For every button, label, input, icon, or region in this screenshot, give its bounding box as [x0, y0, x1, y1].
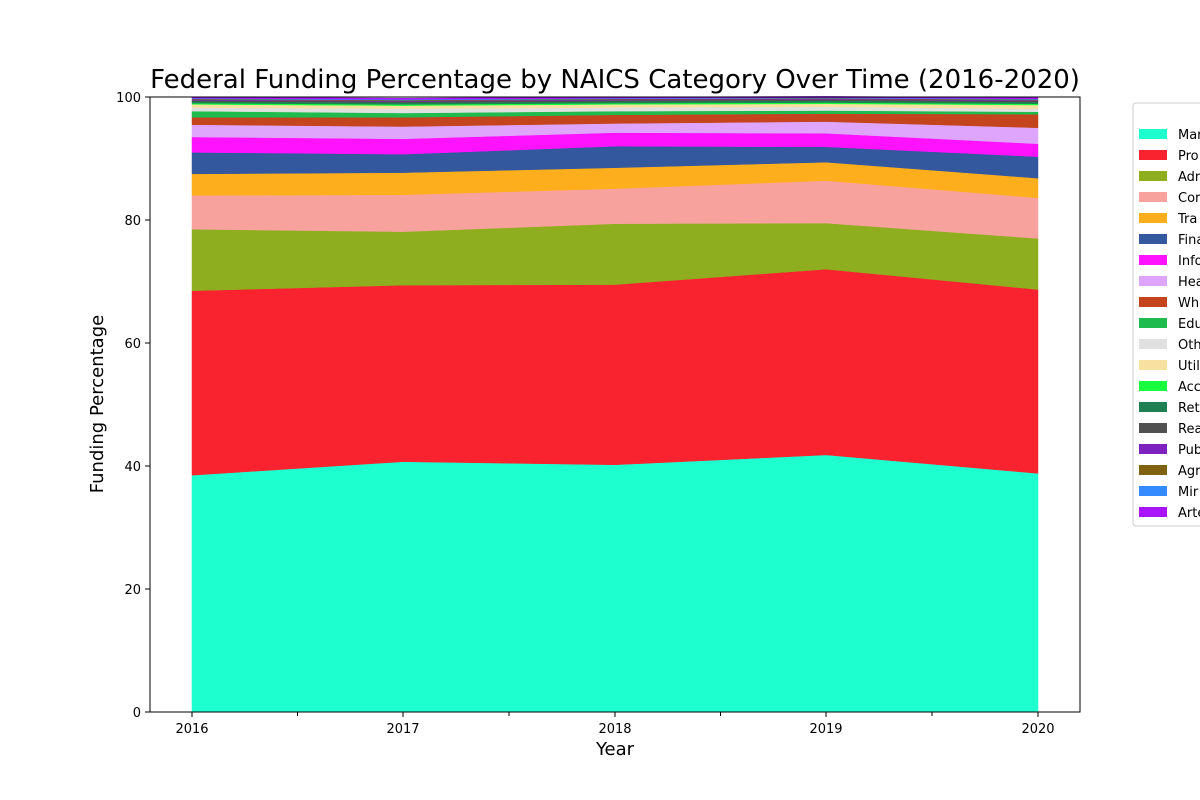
legend-swatch	[1139, 297, 1167, 307]
legend-label: Rea	[1178, 422, 1200, 437]
legend-label: Arte	[1178, 506, 1200, 521]
y-tick-label: 80	[124, 214, 141, 229]
legend-swatch	[1139, 423, 1167, 433]
legend-swatch	[1139, 276, 1167, 286]
legend-label: Info	[1178, 254, 1200, 269]
legend-swatch	[1139, 171, 1167, 181]
legend-label: Edu	[1178, 317, 1200, 332]
legend-label: Oth	[1178, 338, 1200, 353]
legend-box	[1132, 102, 1200, 527]
legend-label: Hea	[1178, 275, 1200, 290]
legend-swatch	[1139, 192, 1167, 202]
legend-swatch	[1139, 402, 1167, 412]
legend-label: Mir	[1178, 485, 1199, 500]
legend-swatch	[1139, 507, 1167, 517]
area-layers	[191, 96, 1039, 713]
area-series-1	[191, 454, 1039, 713]
legend-swatch	[1139, 318, 1167, 328]
legend-swatch	[1139, 339, 1167, 349]
y-tick-label: 60	[124, 337, 141, 352]
legend-swatch	[1139, 486, 1167, 496]
legend-swatch	[1139, 150, 1167, 160]
legend-label: Agr	[1178, 464, 1200, 479]
x-axis: 2016 2017 2018 2019 2020	[175, 712, 1055, 737]
y-tick-label: 20	[124, 583, 141, 598]
legend-label: Adr	[1178, 170, 1200, 185]
legend-swatch	[1139, 255, 1167, 265]
legend-label: Tra	[1177, 212, 1197, 227]
legend-swatch	[1139, 213, 1167, 223]
y-axis-label: Funding Percentage	[87, 315, 108, 493]
y-tick-label: 0	[133, 706, 141, 721]
legend-label: Wh	[1178, 296, 1199, 311]
x-tick-label: 2020	[1021, 722, 1054, 737]
y-tick-label: 100	[116, 91, 141, 106]
x-tick-label: 2017	[386, 722, 419, 737]
legend-swatch	[1139, 360, 1167, 370]
x-tick-label: 2018	[598, 722, 631, 737]
legend-swatch	[1139, 381, 1167, 391]
legend-label: Mar	[1178, 128, 1200, 143]
x-axis-label: Year	[595, 739, 635, 760]
legend-label: Cor	[1178, 191, 1200, 206]
legend-label: Ret	[1178, 401, 1200, 416]
legend-label: Util	[1178, 359, 1200, 374]
x-tick-label: 2019	[809, 722, 842, 737]
legend-swatch	[1139, 129, 1167, 139]
legend-label: Acc	[1178, 380, 1200, 395]
legend-swatch	[1139, 444, 1167, 454]
legend-label: Pro	[1178, 149, 1199, 164]
chart-title: Federal Funding Percentage by NAICS Cate…	[150, 65, 1080, 95]
legend-swatch	[1139, 234, 1167, 244]
legend-swatch	[1139, 465, 1167, 475]
area-series-2	[191, 268, 1039, 476]
legend-label: Fina	[1178, 233, 1200, 248]
y-axis: 0 20 40 60 80 100	[116, 91, 150, 721]
y-tick-label: 40	[124, 460, 141, 475]
legend-label: Pub	[1178, 443, 1200, 458]
x-tick-label: 2016	[175, 722, 208, 737]
legend: Mar Pro Adr Cor Tra Fina Info Hea Wh Edu Oth Util Ac…	[1132, 102, 1200, 527]
